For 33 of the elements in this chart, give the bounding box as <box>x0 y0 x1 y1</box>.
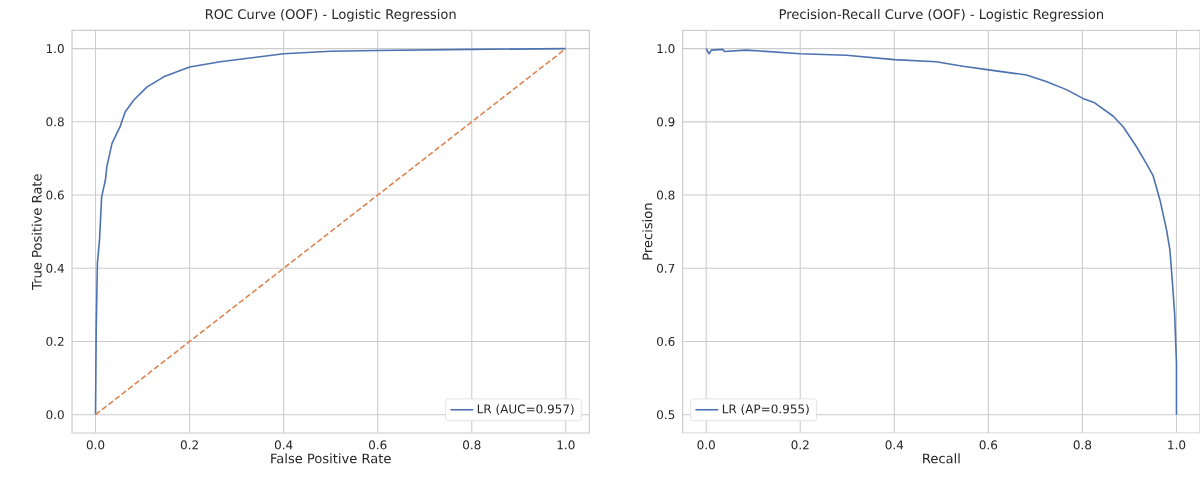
y-tick-label: 0.5 <box>657 410 675 420</box>
y-tick-label: 0.4 <box>46 263 64 273</box>
x-tick-label: 0.0 <box>697 440 715 450</box>
x-tick-label: 0.8 <box>1073 440 1092 450</box>
x-tick-label: 0.8 <box>463 440 481 450</box>
y-axis-title: Precision <box>642 203 653 260</box>
x-tick-label: 0.4 <box>885 440 904 450</box>
chart-title: ROC Curve (OOF) - Logistic Regression <box>205 8 456 22</box>
line-series <box>705 47 1178 416</box>
y-tick-label: 0.6 <box>46 190 64 200</box>
y-tick-label: 0.0 <box>46 410 64 420</box>
y-tick-label: 1.0 <box>657 44 675 54</box>
x-axis-title: False Positive Rate <box>271 453 391 464</box>
x-axis-title: Recall <box>923 453 960 464</box>
x-tick-label: 1.0 <box>1168 440 1186 450</box>
x-tick-label: 0.2 <box>180 440 198 450</box>
x-tick-label: 1.0 <box>557 440 575 450</box>
x-tick-label: 0.6 <box>979 440 998 450</box>
y-axis-title: True Positive Rate <box>31 174 42 290</box>
x-tick-label: 0.2 <box>791 440 809 450</box>
y-tick-label: 0.8 <box>46 117 64 127</box>
x-tick-label: 0.4 <box>274 440 293 450</box>
legend-label: LR (AP=0.955) <box>722 404 809 415</box>
legend-label: LR (AUC=0.957) <box>477 404 574 415</box>
x-tick-label: 0.6 <box>368 440 387 450</box>
chart-title: Precision-Recall Curve (OOF) - Logistic Regression <box>779 8 1103 22</box>
y-tick-label: 0.6 <box>657 336 675 347</box>
y-tick-label: 0.9 <box>657 117 675 127</box>
y-tick-label: 0.7 <box>657 263 675 273</box>
y-tick-label: 0.8 <box>657 190 675 200</box>
y-tick-label: 1.0 <box>46 44 64 54</box>
x-tick-label: 0.0 <box>86 440 105 450</box>
y-tick-label: 0.2 <box>46 336 64 347</box>
